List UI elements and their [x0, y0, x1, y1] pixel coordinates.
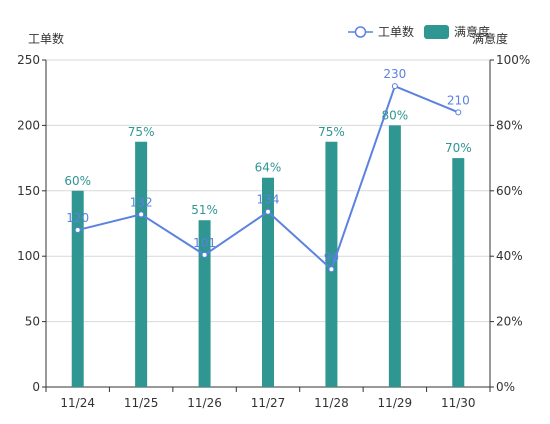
legend-bar-swatch: [424, 25, 449, 39]
x-tick-label: 11/25: [124, 396, 159, 410]
bar: [71, 190, 84, 387]
y-left-tick-label: 50: [25, 315, 40, 329]
y-right-tick-label: 80%: [496, 118, 523, 132]
legend-bar-label: 满意度: [454, 24, 490, 39]
x-tick-label: 11/29: [378, 396, 413, 410]
line-point: [265, 208, 271, 215]
axes: 0 50 100 150 200 250 0% 20% 40% 60% 80% 100% 11/24 11…: [17, 31, 530, 410]
bar-data-label: 80%: [382, 108, 409, 122]
bar: [262, 177, 274, 387]
line-point: [455, 109, 462, 116]
line-point: [74, 227, 81, 234]
y-right-tick-label: 60%: [496, 184, 523, 198]
data-labels: 60% 75% 51% 64% 75% 80% 70% 120 132 101 134 90 230 21…: [64, 67, 471, 264]
bar: [452, 158, 465, 387]
y-right-axis-title: 满意度: [472, 31, 508, 46]
line-data-label: 230: [383, 67, 406, 81]
bar-data-label: 75%: [128, 125, 155, 139]
bar: [325, 141, 338, 387]
y-left-tick-label: 100: [17, 249, 40, 263]
bar-data-label: 60%: [64, 174, 91, 188]
bar: [388, 125, 401, 388]
line-series: [74, 83, 462, 273]
bar: [198, 220, 211, 387]
y-left-tick-label: 150: [17, 184, 40, 198]
bar: [135, 141, 148, 387]
bar-data-label: 75%: [318, 125, 345, 139]
line-point: [201, 251, 208, 258]
bar-data-label: 70%: [445, 141, 472, 155]
y-right-tick-label: 20%: [496, 315, 523, 329]
legend-line-label: 工单数: [378, 24, 414, 39]
line-point: [328, 266, 335, 273]
y-right-tick-label: 0%: [496, 380, 515, 394]
x-tick-label: 11/26: [187, 396, 222, 410]
line-data-label: 90: [324, 250, 339, 264]
y-left-tick-label: 0: [32, 380, 40, 394]
y-left-tick-label: 250: [17, 53, 40, 67]
line-data-label: 134: [257, 193, 280, 207]
legend[interactable]: 工单数 满意度: [348, 24, 490, 39]
bar-data-label: 64%: [255, 161, 282, 175]
legend-line-marker: [354, 26, 367, 38]
line-data-label: 120: [66, 211, 89, 225]
y-left-axis-title: 工单数: [28, 31, 64, 46]
line-point: [138, 211, 145, 218]
x-tick-label: 11/27: [251, 396, 286, 410]
bar-series: [71, 125, 465, 388]
y-right-tick-label: 40%: [496, 249, 523, 263]
line-point: [391, 83, 398, 90]
y-left-tick-label: 200: [17, 118, 40, 132]
line-data-label: 101: [193, 236, 216, 250]
x-tick-label: 11/30: [441, 396, 476, 410]
line-data-label: 210: [447, 93, 470, 107]
y-right-tick-label: 100%: [496, 53, 530, 67]
line-data-label: 132: [130, 195, 153, 209]
bar-data-label: 51%: [191, 203, 218, 217]
x-tick-label: 11/24: [60, 396, 95, 410]
x-tick-label: 11/28: [314, 396, 349, 410]
